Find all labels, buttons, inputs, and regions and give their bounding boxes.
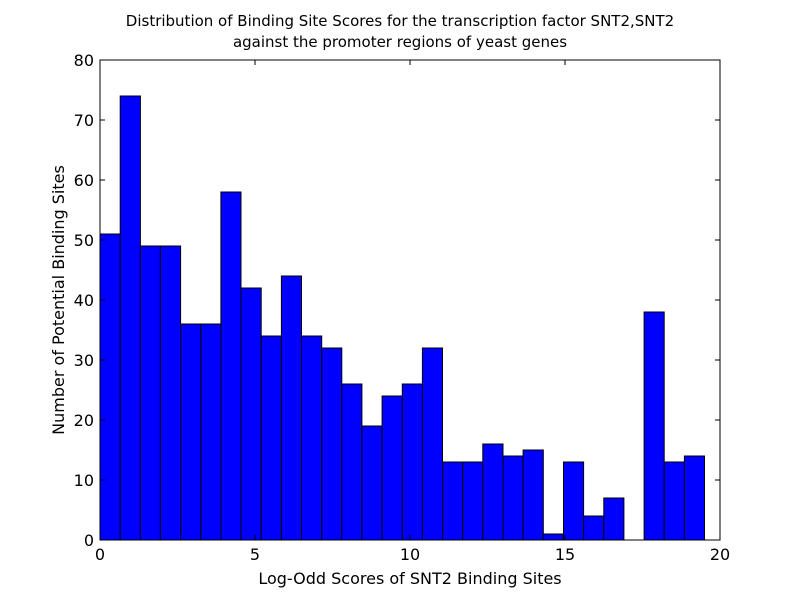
histogram-bar — [421, 347, 443, 541]
histogram-bar — [341, 383, 363, 541]
bars-group — [99, 95, 706, 541]
x-tick-label: 10 — [400, 545, 420, 564]
histogram-bar — [643, 311, 665, 541]
y-tick-label: 80 — [74, 51, 94, 70]
histogram-bar — [119, 95, 141, 541]
histogram-bar — [683, 455, 706, 541]
chart-title-line-2: against the promoter regions of yeast ge… — [233, 33, 567, 51]
chart-title-line-1: Distribution of Binding Site Scores for … — [126, 12, 674, 30]
y-tick-label: 10 — [74, 471, 94, 490]
histogram-bar — [442, 461, 464, 541]
histogram-bar — [583, 515, 605, 541]
histogram-bar — [200, 323, 222, 541]
plot-frame — [99, 59, 721, 541]
histogram-bar — [361, 425, 383, 541]
y-tick-label: 60 — [74, 171, 94, 190]
x-tick-label: 15 — [555, 545, 575, 564]
y-axis-label: Number of Potential Binding Sites — [49, 165, 68, 435]
y-tick-label: 50 — [74, 231, 94, 250]
y-tick-label: 40 — [74, 291, 94, 310]
histogram-bar — [321, 347, 343, 541]
histogram-bar — [563, 461, 585, 541]
histogram-bar — [462, 461, 484, 541]
histogram-bar — [482, 443, 504, 541]
histogram-bar — [542, 533, 564, 541]
x-tick-label: 5 — [250, 545, 260, 564]
histogram-bar — [139, 245, 161, 541]
x-tick-label: 20 — [710, 545, 730, 564]
y-tick-label: 30 — [74, 351, 94, 370]
histogram-bar — [280, 275, 302, 541]
ticks-group: 0 5 10 15 20 0 10 20 30 40 50 60 70 80 — [74, 51, 731, 564]
histogram-bar — [663, 461, 685, 541]
histogram-bar — [301, 335, 323, 541]
histogram-bar — [603, 497, 625, 541]
x-axis-label: Log-Odd Scores of SNT2 Binding Sites — [258, 569, 561, 588]
histogram-bar — [522, 449, 544, 541]
histogram-bar — [502, 455, 524, 541]
histogram-bar — [260, 335, 282, 541]
histogram-bar — [401, 383, 423, 541]
histogram-bar — [220, 191, 242, 541]
x-tick-label: 0 — [95, 545, 105, 564]
y-tick-label: 20 — [74, 411, 94, 430]
histogram-bar — [159, 245, 182, 541]
histogram-bar — [381, 395, 403, 541]
histogram-bar — [240, 287, 262, 541]
histogram-bar — [99, 233, 121, 541]
histogram-bar — [180, 323, 202, 541]
y-tick-label: 0 — [84, 531, 94, 550]
y-tick-label: 70 — [74, 111, 94, 130]
